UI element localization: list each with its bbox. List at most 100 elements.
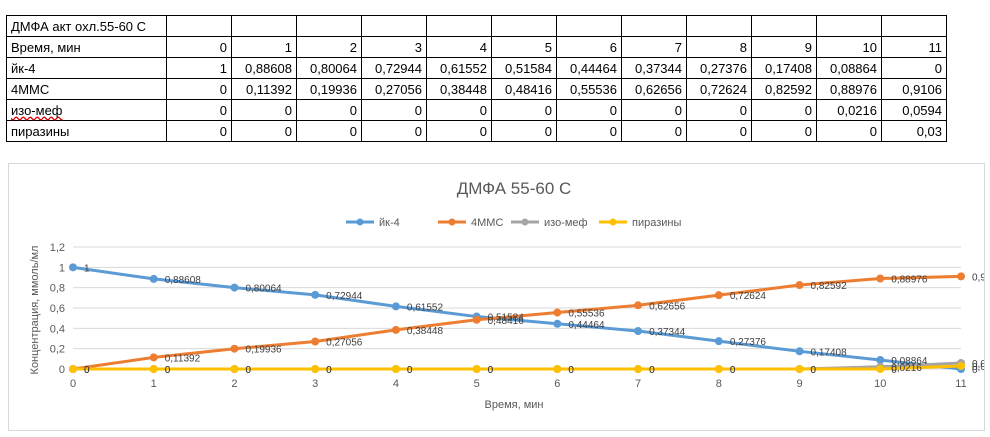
data-label: 0,48416	[488, 316, 525, 327]
table-cell: 0	[426, 99, 492, 121]
data-point	[876, 274, 885, 283]
data-point	[311, 290, 320, 299]
table-cell	[751, 15, 817, 37]
data-point	[472, 365, 481, 373]
row-label: йк-4	[6, 57, 167, 79]
table-cell: 0	[816, 120, 882, 142]
legend: йк-4 4ММС изо-меф пиразины	[346, 217, 681, 229]
table-cell: 0	[166, 36, 232, 58]
table-cell: 0,11392	[231, 78, 297, 100]
data-label: 0,0594	[972, 359, 984, 370]
line-chart: ДМФА 55-60 С Концентрация, ммоль/мл Врем…	[29, 179, 990, 411]
table-cell: 0	[556, 99, 622, 121]
table-cell: 0	[751, 99, 817, 121]
table-cell: 0,88608	[231, 57, 297, 79]
table-cell: 0,17408	[751, 57, 817, 79]
table-cell: 0	[491, 120, 557, 142]
table-cell: 6	[556, 36, 622, 58]
data-point	[553, 319, 562, 328]
table-row: йк-4 1 0,88608 0,80064 0,72944 0,61552 0,51584…	[6, 57, 947, 79]
data-point	[957, 361, 965, 370]
data-point	[634, 301, 643, 310]
legend-label: изо-меф	[544, 217, 588, 229]
data-label: 0	[488, 365, 494, 376]
row-label: пиразины	[6, 120, 167, 142]
row-label: изо-меф	[6, 99, 167, 121]
data-point	[634, 365, 643, 373]
table-row: пиразины 0 0 0 0 0 0 0 0 0 0 0 0,03	[6, 120, 947, 142]
legend-item: йк-4	[346, 217, 400, 229]
table-cell: 0	[426, 120, 492, 142]
table-cell	[621, 15, 687, 37]
data-label: 0,37344	[649, 327, 686, 338]
data-label: 0	[165, 365, 171, 376]
table-row: 4ММС 0 0,11392 0,19936 0,27056 0,38448 0,48416…	[6, 78, 947, 100]
x-tick-label: 11	[955, 378, 966, 390]
data-point	[472, 315, 481, 324]
x-tick-label: 5	[474, 378, 480, 390]
data-point	[714, 337, 723, 346]
series-line	[73, 364, 962, 371]
table-cell: 0	[166, 78, 232, 100]
data-point	[230, 344, 239, 353]
x-tick-label: 1	[151, 378, 157, 390]
data-label: 0,61552	[407, 302, 444, 313]
table-cell: 0	[491, 99, 557, 121]
data-label: 0,82592	[811, 281, 848, 292]
table-cell: 0,38448	[426, 78, 492, 100]
table-cell: 0	[751, 120, 817, 142]
x-tick-label: 2	[231, 378, 237, 390]
table-cell	[816, 15, 882, 37]
data-point	[391, 325, 400, 334]
table-cell: 0,0594	[881, 99, 947, 121]
table-row: изо-меф 0 0 0 0 0 0 0 0 0 0 0,0216 0,0594	[6, 99, 947, 121]
data-label: 0,03	[972, 362, 984, 373]
table-cell: 0,55536	[556, 78, 622, 100]
data-label: 0	[972, 365, 978, 376]
data-point	[714, 291, 723, 300]
table-cell: 11	[881, 36, 947, 58]
table-cell: 0,72624	[686, 78, 752, 100]
table-cell	[231, 15, 297, 37]
data-label: 0,80064	[245, 284, 282, 295]
x-axis-label: Время, мин	[485, 399, 544, 411]
data-point	[230, 283, 239, 292]
x-tick-label: 8	[716, 378, 722, 390]
data-label: 0	[730, 365, 736, 376]
data-point	[795, 347, 804, 356]
table-cell: 0	[686, 99, 752, 121]
data-label: 0	[326, 365, 332, 376]
y-tick-label: 0,4	[50, 323, 65, 335]
x-tick-label: 7	[635, 378, 641, 390]
data-label: 0	[649, 365, 655, 376]
x-tick-label: 4	[393, 378, 399, 390]
table-cell: 0,08864	[816, 57, 882, 79]
data-label: 0	[84, 365, 90, 376]
data-label: 0,08864	[891, 356, 928, 367]
table-cell: 0	[361, 99, 427, 121]
legend-item: 4ММС	[438, 217, 503, 229]
table-cell: 0	[621, 99, 687, 121]
table-cell	[361, 15, 427, 37]
x-tick-label: 3	[312, 378, 318, 390]
data-label: 0	[407, 365, 413, 376]
table-cell: 1	[231, 36, 297, 58]
table-cell	[426, 15, 492, 37]
table-cell: 1	[166, 57, 232, 79]
legend-item: изо-меф	[511, 217, 588, 229]
y-tick-label: 0,8	[50, 283, 65, 295]
data-label: 0,72624	[730, 291, 767, 302]
data-label: 0,88608	[165, 275, 202, 286]
data-point	[714, 365, 723, 373]
table-cell: 7	[621, 36, 687, 58]
table-cell: 0	[686, 120, 752, 142]
data-label: 0	[891, 365, 897, 376]
table-cell: 0	[166, 120, 232, 142]
data-label: 0,0216	[891, 363, 922, 374]
table-title-row: ДМФА акт охл.55-60 С	[6, 15, 947, 37]
data-label: 0	[245, 365, 251, 376]
data-point	[149, 274, 158, 283]
data-label: 0,17408	[811, 347, 848, 358]
data-point	[795, 281, 804, 290]
data-label: 0	[568, 365, 574, 376]
